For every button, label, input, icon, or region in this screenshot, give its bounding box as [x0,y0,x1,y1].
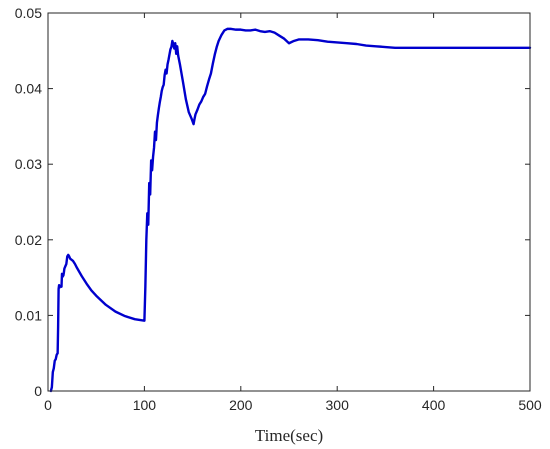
y-tick-label: 0.01 [15,307,42,323]
series-layer [49,27,532,393]
x-tick-label: 500 [518,397,542,413]
x-tick-label: 300 [326,397,350,413]
x-tick-label: 200 [229,397,253,413]
x-tick-label: 100 [133,397,157,413]
y-axis-ticks: 0 0.01 0.02 0.03 0.04 0.05 [15,5,530,399]
y-tick-label: 0.04 [15,81,42,97]
x-axis-ticks: 0 100 200 300 400 500 [44,13,542,413]
x-tick-label: 400 [422,397,446,413]
plot-frame [47,12,531,392]
y-tick-label: 0.05 [15,5,42,21]
y-tick-label: 0.02 [15,232,42,248]
x-axis-label: Time(sec) [255,426,323,445]
series-line [49,27,532,393]
plot-area [48,13,530,391]
y-tick-label: 0 [34,383,42,399]
x-tick-label: 0 [44,397,52,413]
y-tick-label: 0.03 [15,156,42,172]
